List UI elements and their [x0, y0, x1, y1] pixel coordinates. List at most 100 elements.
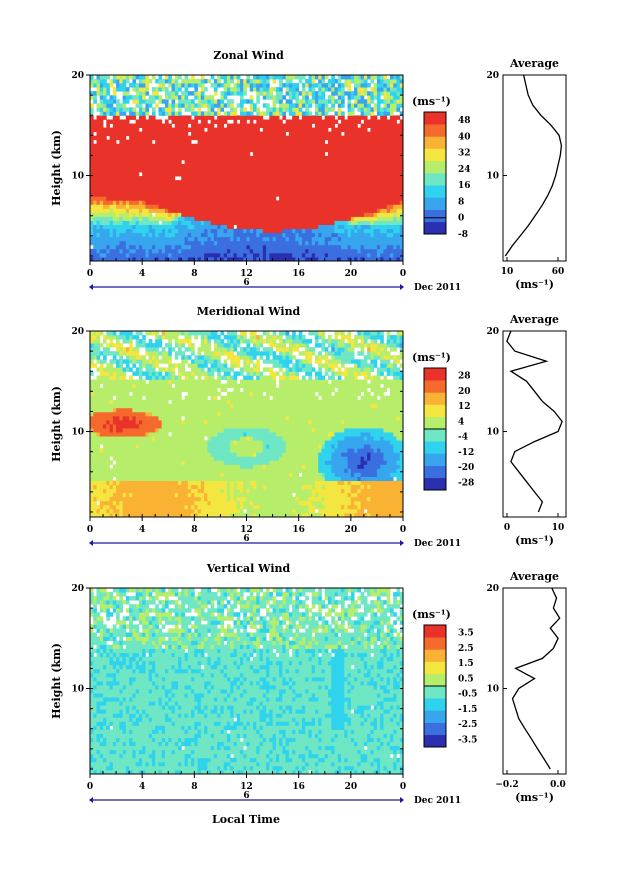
- heatmap-cell: [132, 83, 136, 87]
- heatmap-cell: [276, 245, 280, 249]
- heatmap-cell: [338, 132, 342, 136]
- heatmap-cell: [152, 217, 156, 221]
- heatmap-cell: [260, 119, 264, 123]
- heatmap-cell: [181, 164, 185, 168]
- heatmap-cell: [331, 168, 335, 172]
- heatmap-cell: [145, 87, 149, 91]
- heatmap-cell: [123, 111, 127, 115]
- heatmap-cell: [328, 152, 332, 156]
- heatmap-cell: [145, 99, 149, 103]
- heatmap-cell: [214, 237, 218, 241]
- heatmap-cell: [331, 103, 335, 107]
- heatmap-cell: [321, 87, 325, 91]
- heatmap-cell: [201, 208, 205, 212]
- heatmap-cell: [113, 245, 117, 249]
- heatmap-cell: [292, 111, 296, 115]
- heatmap-cell: [194, 132, 198, 136]
- heatmap-cell: [129, 192, 133, 196]
- heatmap-cell: [142, 212, 146, 216]
- heatmap-cell: [220, 115, 224, 119]
- heatmap-cell: [289, 140, 293, 144]
- heatmap-cell: [198, 83, 202, 87]
- heatmap-cell: [158, 152, 162, 156]
- heatmap-cell: [282, 156, 286, 160]
- heatmap-cell: [335, 221, 339, 225]
- heatmap-cell: [237, 91, 241, 95]
- heatmap-cell: [93, 233, 97, 237]
- heatmap-cell: [243, 192, 247, 196]
- heatmap-cell: [97, 164, 101, 168]
- heatmap-cell: [269, 91, 273, 95]
- heatmap-cell: [211, 253, 215, 257]
- heatmap-cell: [331, 176, 335, 180]
- heatmap-cell: [139, 144, 143, 148]
- heatmap-cell: [266, 200, 270, 204]
- heatmap-cell: [276, 249, 280, 253]
- heatmap-cell: [188, 119, 192, 123]
- heatmap-cell: [142, 237, 146, 241]
- heatmap-cell: [341, 229, 345, 233]
- heatmap-cell: [181, 152, 185, 156]
- heatmap-cell: [341, 241, 345, 245]
- heatmap-cell: [172, 79, 176, 83]
- heatmap-cell: [158, 144, 162, 148]
- heatmap-cell: [191, 204, 195, 208]
- heatmap-cell: [152, 196, 156, 200]
- heatmap-cell: [325, 241, 329, 245]
- heatmap-cell: [282, 168, 286, 172]
- heatmap-cell: [103, 115, 107, 119]
- heatmap-cell: [194, 103, 198, 107]
- heatmap-cell: [198, 180, 202, 184]
- heatmap-cell: [273, 140, 277, 144]
- heatmap-cell: [168, 192, 172, 196]
- heatmap-cell: [341, 148, 345, 152]
- heatmap-cell: [276, 172, 280, 176]
- heatmap-cell: [119, 208, 123, 212]
- heatmap-cell: [308, 83, 312, 87]
- heatmap-cell: [201, 196, 205, 200]
- heatmap-cell: [168, 136, 172, 140]
- heatmap-cell: [338, 83, 342, 87]
- heatmap-cell: [119, 192, 123, 196]
- heatmap-cell: [253, 241, 257, 245]
- heatmap-cell: [149, 124, 153, 128]
- heatmap-cell: [295, 188, 299, 192]
- heatmap-cell: [240, 160, 244, 164]
- heatmap-cell: [260, 91, 264, 95]
- heatmap-cell: [289, 87, 293, 91]
- heatmap-cell: [335, 144, 339, 148]
- heatmap-cell: [158, 119, 162, 123]
- heatmap-cell: [292, 132, 296, 136]
- heatmap-cell: [256, 79, 260, 83]
- heatmap-cell: [328, 204, 332, 208]
- heatmap-cell: [260, 83, 264, 87]
- heatmap-cell: [233, 152, 237, 156]
- heatmap-cell: [110, 168, 114, 172]
- heatmap-cell: [243, 172, 247, 176]
- heatmap-cell: [119, 144, 123, 148]
- heatmap-cell: [97, 140, 101, 144]
- heatmap-cell: [201, 119, 205, 123]
- heatmap-cell: [106, 128, 110, 132]
- heatmap-cell: [97, 152, 101, 156]
- heatmap-cell: [315, 204, 319, 208]
- heatmap-cell: [289, 103, 293, 107]
- heatmap-cell: [132, 136, 136, 140]
- heatmap-cell: [243, 140, 247, 144]
- heatmap-cell: [312, 192, 316, 196]
- heatmap-cell: [325, 99, 329, 103]
- heatmap-cell: [181, 208, 185, 212]
- heatmap-cell: [90, 200, 94, 204]
- heatmap-cell: [106, 103, 110, 107]
- heatmap-cell: [207, 95, 211, 99]
- heatmap-cell: [152, 221, 156, 225]
- heatmap-cell: [175, 241, 179, 245]
- heatmap-cell: [129, 176, 133, 180]
- heatmap-cell: [132, 204, 136, 208]
- heatmap-cell: [110, 241, 114, 245]
- heatmap-cell: [106, 233, 110, 237]
- heatmap-cell: [344, 148, 348, 152]
- heatmap-cell: [279, 229, 283, 233]
- heatmap-cell: [93, 237, 97, 241]
- heatmap-cell: [100, 103, 104, 107]
